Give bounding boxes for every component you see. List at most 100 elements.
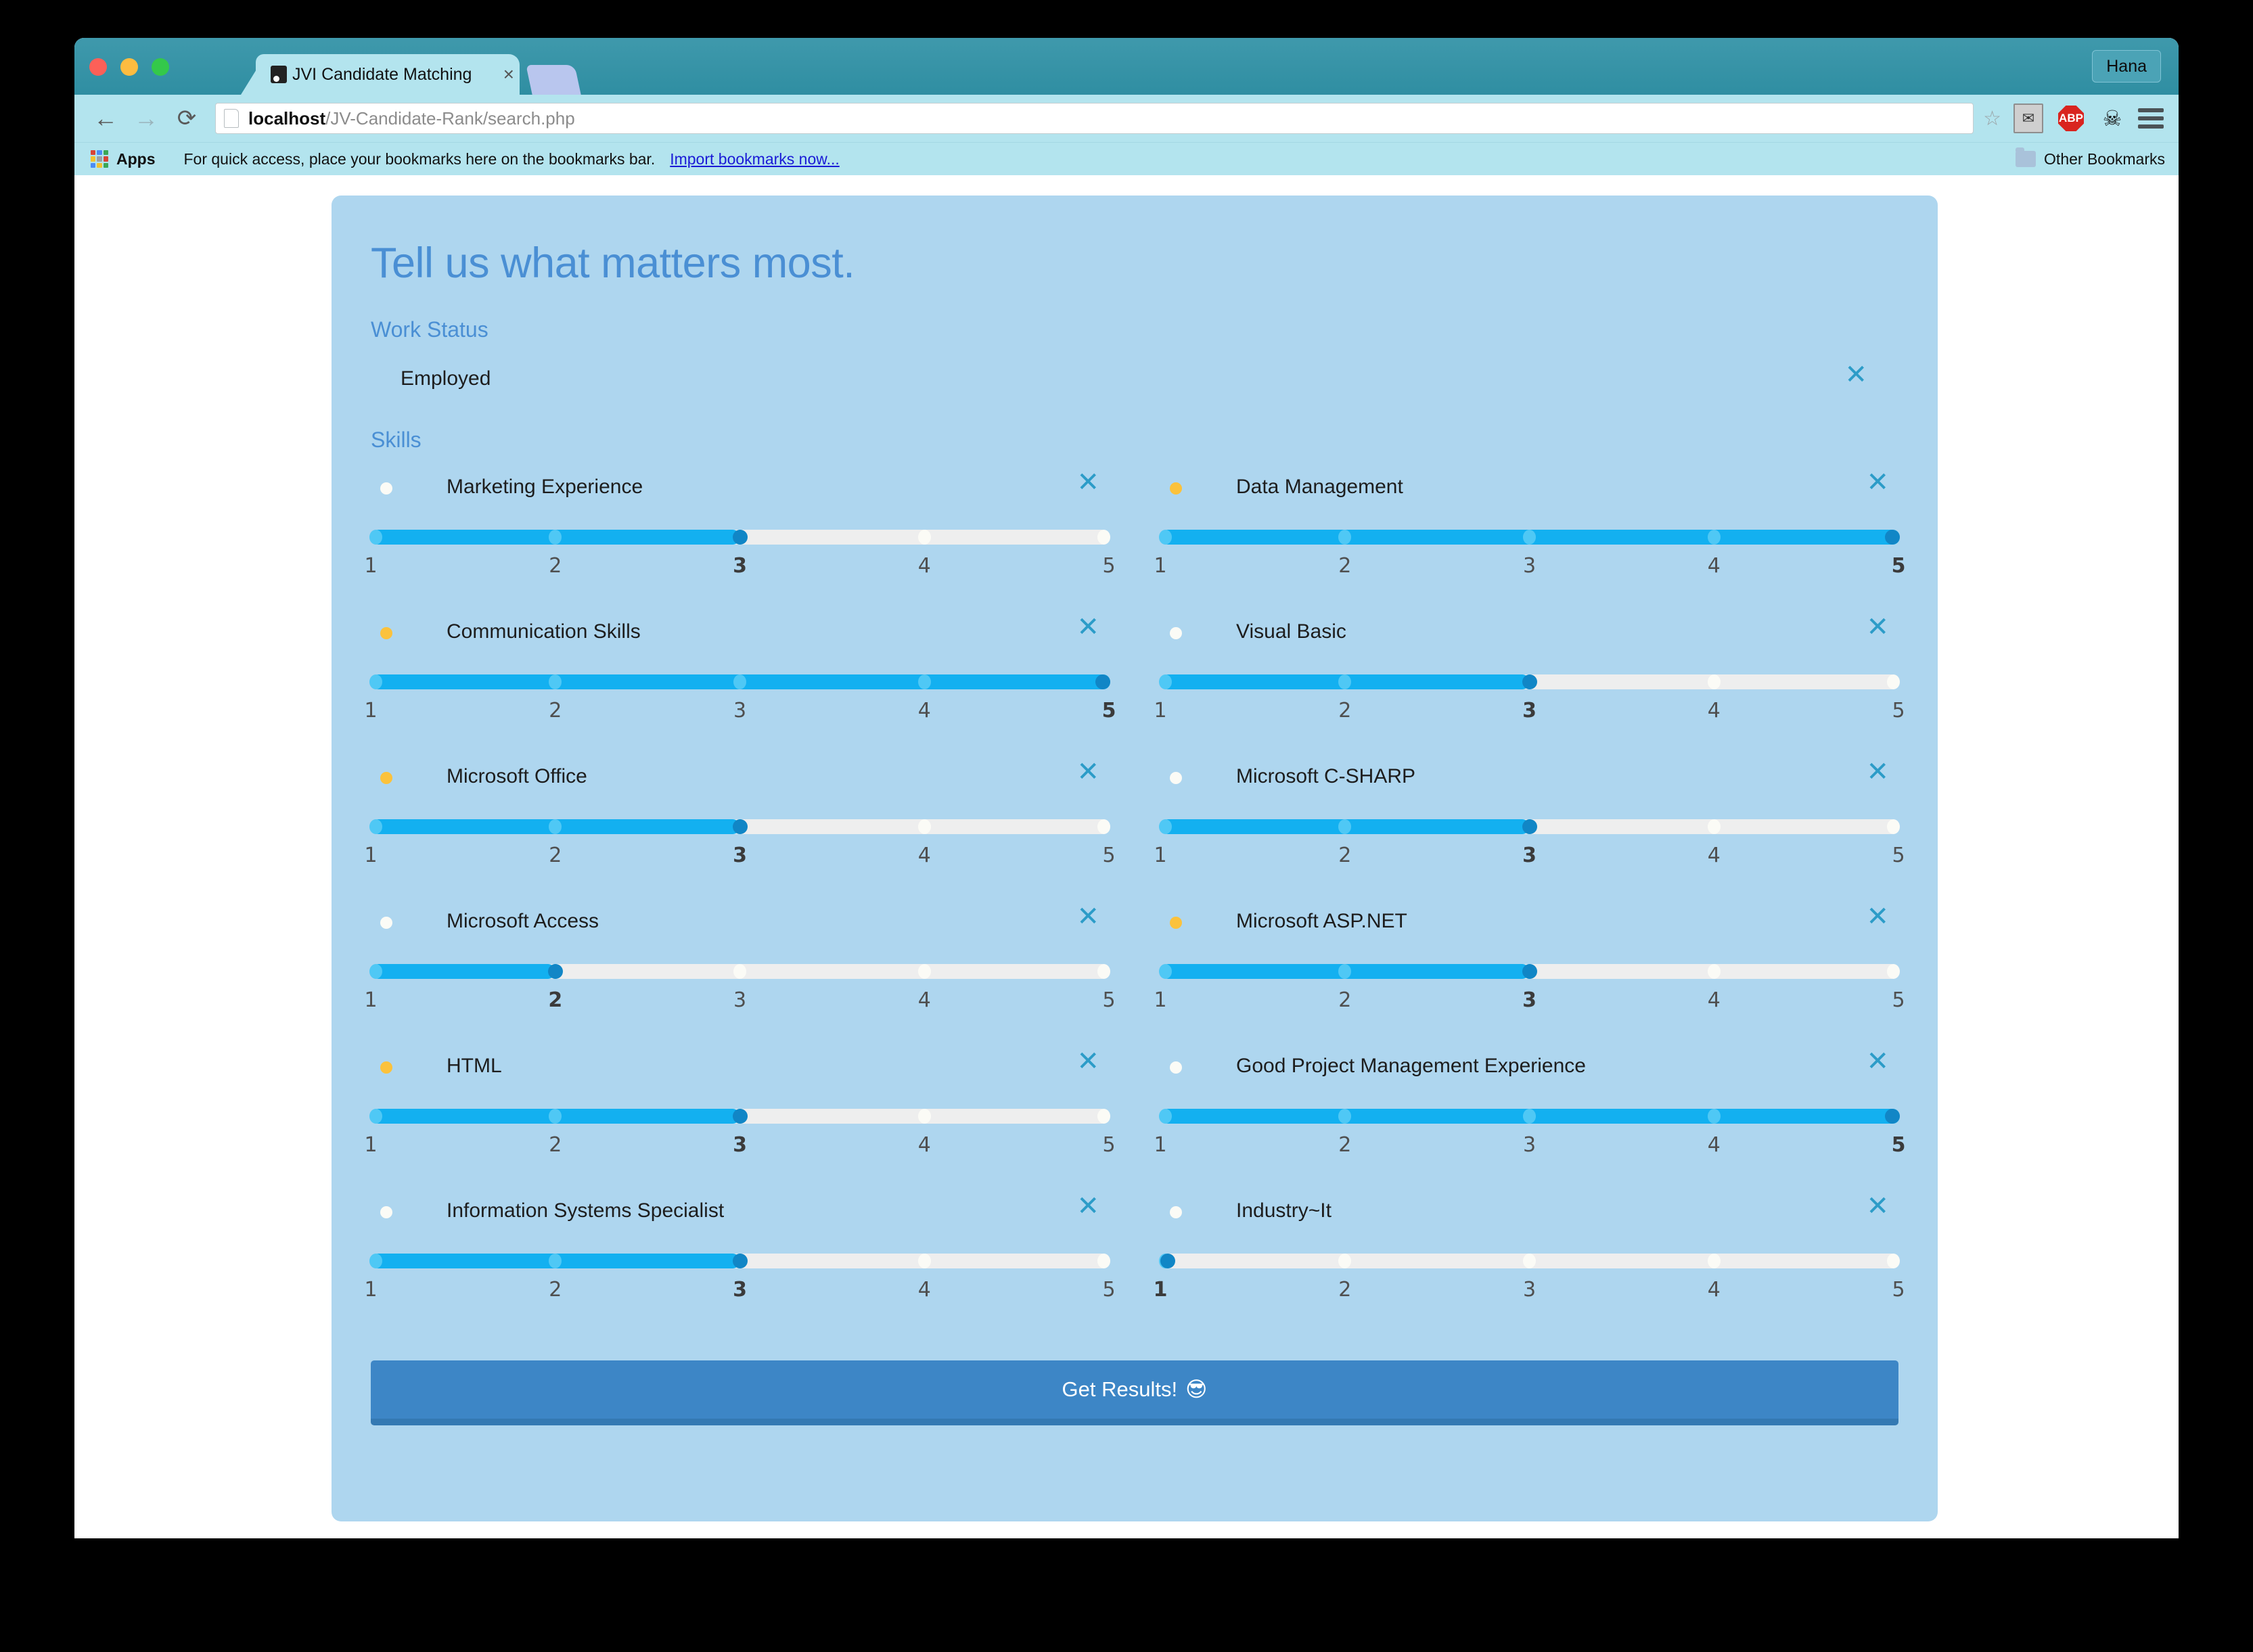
skill-importance-slider[interactable] [1159, 530, 1900, 545]
slider-tick-2[interactable] [549, 530, 562, 545]
skill-importance-slider[interactable] [1159, 1254, 1900, 1268]
slider-knob[interactable] [1160, 1254, 1175, 1268]
remove-skill-icon[interactable]: ✕ [1866, 612, 1889, 643]
slider-tick-1[interactable] [369, 674, 382, 689]
remove-skill-icon[interactable]: ✕ [1076, 756, 1099, 787]
skill-importance-slider[interactable] [1159, 964, 1900, 979]
slider-scale-label-3[interactable]: 3 [733, 554, 747, 578]
slider-scale-label-1[interactable]: 1 [1154, 699, 1167, 722]
slider-scale-label-5[interactable]: 5 [1101, 699, 1116, 722]
slider-scale-label-5[interactable]: 5 [1102, 1278, 1116, 1302]
hamburger-menu-icon[interactable] [2138, 104, 2164, 133]
slider-scale-label-2[interactable]: 2 [1338, 844, 1352, 867]
skill-importance-slider[interactable] [1159, 819, 1900, 834]
slider-scale-label-4[interactable]: 4 [1707, 988, 1721, 1012]
pirate-icon[interactable]: ☠ [2102, 106, 2122, 131]
slider-scale-label-2[interactable]: 2 [1338, 988, 1352, 1012]
slider-scale-label-4[interactable]: 4 [917, 699, 931, 722]
slider-tick-1[interactable] [369, 530, 382, 545]
slider-tick-4[interactable] [1707, 964, 1721, 979]
slider-scale-label-4[interactable]: 4 [917, 554, 931, 578]
slider-scale-label-1[interactable]: 1 [364, 1133, 378, 1157]
slider-knob[interactable] [547, 964, 563, 979]
slider-knob[interactable] [1885, 1109, 1900, 1124]
slider-tick-3[interactable] [1523, 530, 1536, 545]
slider-scale-label-3[interactable]: 3 [733, 988, 747, 1012]
slider-scale-label-1[interactable]: 1 [364, 844, 378, 867]
slider-scale-label-3[interactable]: 3 [1522, 988, 1537, 1012]
slider-scale-label-2[interactable]: 2 [549, 1278, 562, 1302]
slider-tick-1[interactable] [1159, 674, 1172, 689]
slider-scale-label-1[interactable]: 1 [1153, 1278, 1168, 1302]
slider-tick-4[interactable] [1707, 1254, 1721, 1268]
slider-scale-label-1[interactable]: 1 [1154, 1133, 1167, 1157]
slider-scale-label-3[interactable]: 3 [733, 844, 747, 867]
skill-importance-slider[interactable] [1159, 1109, 1900, 1124]
slider-scale-label-2[interactable]: 2 [548, 988, 563, 1012]
slider-scale-label-4[interactable]: 4 [1707, 1133, 1721, 1157]
slider-scale-label-3[interactable]: 3 [1522, 1133, 1537, 1157]
slider-knob[interactable] [1522, 964, 1537, 979]
slider-tick-4[interactable] [1707, 1109, 1721, 1124]
slider-scale-label-5[interactable]: 5 [1891, 554, 1906, 578]
slider-scale-label-5[interactable]: 5 [1892, 988, 1905, 1012]
slider-tick-2[interactable] [1338, 819, 1352, 834]
browser-tab-active[interactable]: JVI Candidate Matching × [256, 54, 520, 95]
slider-tick-1[interactable] [1159, 1109, 1172, 1124]
slider-tick-4[interactable] [917, 819, 931, 834]
slider-tick-3[interactable] [733, 674, 746, 689]
slider-tick-4[interactable] [917, 1254, 931, 1268]
slider-scale-label-4[interactable]: 4 [1707, 1278, 1721, 1302]
remove-skill-icon[interactable]: ✕ [1076, 612, 1099, 643]
forward-icon[interactable]: → [134, 104, 158, 132]
other-bookmarks-button[interactable]: Other Bookmarks [2016, 147, 2165, 168]
slider-tick-1[interactable] [369, 819, 382, 834]
skill-importance-slider[interactable] [369, 819, 1110, 834]
slider-scale-label-4[interactable]: 4 [917, 844, 931, 867]
slider-scale-label-4[interactable]: 4 [1707, 554, 1721, 578]
slider-tick-5[interactable] [1887, 819, 1900, 834]
slider-tick-4[interactable] [1707, 530, 1721, 545]
remove-skill-icon[interactable]: ✕ [1076, 1191, 1099, 1222]
slider-scale-label-1[interactable]: 1 [364, 1278, 378, 1302]
slider-scale-label-2[interactable]: 2 [549, 844, 562, 867]
slider-scale-label-2[interactable]: 2 [549, 699, 562, 722]
bookmark-star-icon[interactable]: ☆ [1983, 107, 2001, 130]
page-info-icon[interactable] [224, 109, 239, 128]
slider-scale-label-5[interactable]: 5 [1102, 844, 1116, 867]
slider-scale-label-4[interactable]: 4 [917, 988, 931, 1012]
remove-skill-icon[interactable]: ✕ [1866, 1191, 1889, 1222]
slider-tick-1[interactable] [369, 1109, 382, 1124]
slider-scale-label-5[interactable]: 5 [1102, 554, 1116, 578]
apps-label[interactable]: Apps [116, 150, 156, 168]
slider-scale-label-2[interactable]: 2 [1338, 699, 1352, 722]
slider-tick-5[interactable] [1887, 1254, 1900, 1268]
adblock-plus-icon[interactable]: ABP [2058, 106, 2084, 131]
slider-tick-1[interactable] [1159, 530, 1172, 545]
tab-close-icon[interactable]: × [503, 64, 514, 85]
slider-tick-3[interactable] [1523, 1254, 1536, 1268]
slider-scale-label-5[interactable]: 5 [1891, 1133, 1906, 1157]
slider-scale-label-1[interactable]: 1 [364, 699, 378, 722]
slider-scale-label-1[interactable]: 1 [1154, 844, 1167, 867]
slider-tick-5[interactable] [1887, 964, 1900, 979]
slider-scale-label-2[interactable]: 2 [549, 1133, 562, 1157]
slider-tick-2[interactable] [549, 1254, 562, 1268]
slider-scale-label-3[interactable]: 3 [1522, 699, 1537, 722]
slider-scale-label-4[interactable]: 4 [1707, 844, 1721, 867]
slider-tick-4[interactable] [1707, 674, 1721, 689]
skill-importance-slider[interactable] [369, 964, 1110, 979]
slider-knob[interactable] [1522, 819, 1537, 834]
slider-scale-label-3[interactable]: 3 [733, 699, 747, 722]
slider-scale-label-4[interactable]: 4 [917, 1278, 931, 1302]
slider-tick-4[interactable] [917, 964, 931, 979]
remove-skill-icon[interactable]: ✕ [1076, 467, 1099, 498]
skill-importance-slider[interactable] [369, 674, 1110, 689]
slider-scale-label-4[interactable]: 4 [917, 1133, 931, 1157]
slider-tick-5[interactable] [1887, 674, 1900, 689]
remove-skill-icon[interactable]: ✕ [1866, 467, 1889, 498]
slider-tick-3[interactable] [733, 964, 746, 979]
slider-scale-label-5[interactable]: 5 [1102, 1133, 1116, 1157]
slider-tick-2[interactable] [549, 1109, 562, 1124]
slider-knob[interactable] [732, 1109, 748, 1124]
